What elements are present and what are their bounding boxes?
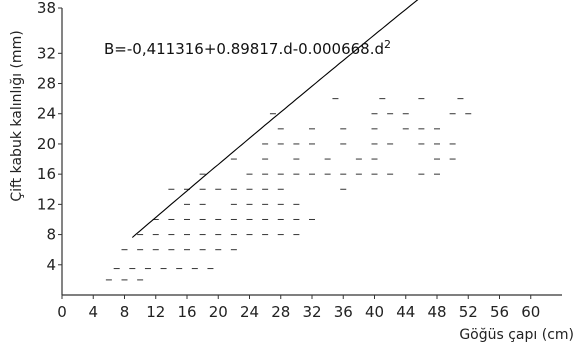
x-tick-label: 24 <box>240 303 259 321</box>
y-tick-label: 32 <box>37 44 56 62</box>
x-tick-label: 60 <box>521 303 540 321</box>
x-tick-label: 32 <box>302 303 321 321</box>
y-tick-label: 20 <box>37 135 56 153</box>
y-ticks: 4 8 12 16 20 24 28 32 38 <box>37 0 62 274</box>
x-tick-label: 4 <box>88 303 98 321</box>
y-tick-label: 12 <box>37 195 56 213</box>
data-points <box>105 98 472 281</box>
x-tick-label: 28 <box>271 303 290 321</box>
x-tick-label: 8 <box>120 303 130 321</box>
regression-curve <box>131 0 419 238</box>
y-axis-title: Çift kabuk kalınlığı (mm) <box>9 30 25 201</box>
y-tick-label: 8 <box>46 226 56 244</box>
y-tick-label: 4 <box>46 256 56 274</box>
x-ticks: 0 4 8 12 16 20 24 28 32 36 40 44 48 52 56 60 <box>57 295 540 321</box>
x-tick-label: 36 <box>334 303 353 321</box>
x-tick-label: 48 <box>427 303 446 321</box>
x-tick-label: 16 <box>177 303 196 321</box>
y-tick-label: 28 <box>37 75 56 93</box>
x-tick-label: 40 <box>365 303 384 321</box>
x-tick-label: 52 <box>459 303 478 321</box>
x-tick-label: 20 <box>209 303 228 321</box>
x-tick-label: 0 <box>57 303 67 321</box>
y-tick-label: 38 <box>37 0 56 17</box>
y-tick-label: 16 <box>37 165 56 183</box>
x-tick-label: 44 <box>396 303 415 321</box>
y-tick-label: 24 <box>37 105 56 123</box>
x-tick-label: 56 <box>490 303 509 321</box>
equation-text: B=-0,411316+0.89817.d-0.000668.d <box>104 40 384 58</box>
equation-label: B=-0,411316+0.89817.d-0.000668.d2 <box>104 38 391 58</box>
equation-superscript: 2 <box>384 38 391 51</box>
x-axis-title: Göğüs çapı (cm) <box>459 327 574 343</box>
x-tick-label: 12 <box>146 303 165 321</box>
